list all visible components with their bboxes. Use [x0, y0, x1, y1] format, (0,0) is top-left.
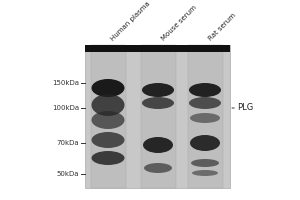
- Text: 70kDa: 70kDa: [56, 140, 79, 146]
- Ellipse shape: [92, 79, 124, 97]
- Bar: [140, 45, 176, 188]
- Ellipse shape: [92, 94, 124, 116]
- Ellipse shape: [190, 135, 220, 151]
- Ellipse shape: [190, 113, 220, 123]
- Text: 150kDa: 150kDa: [52, 80, 79, 86]
- Text: Mouse serum: Mouse serum: [160, 5, 197, 42]
- Bar: [188, 45, 223, 188]
- Ellipse shape: [92, 151, 124, 165]
- Ellipse shape: [189, 97, 221, 109]
- Ellipse shape: [92, 132, 124, 148]
- Text: PLG: PLG: [232, 104, 253, 112]
- Ellipse shape: [143, 137, 173, 153]
- Text: Human plasma: Human plasma: [110, 0, 152, 42]
- Ellipse shape: [142, 97, 174, 109]
- Ellipse shape: [144, 163, 172, 173]
- Ellipse shape: [192, 170, 218, 176]
- Ellipse shape: [191, 159, 219, 167]
- Ellipse shape: [189, 83, 221, 97]
- Bar: [91, 45, 125, 188]
- Ellipse shape: [142, 83, 174, 97]
- Text: Rat serum: Rat serum: [207, 12, 237, 42]
- Text: 100kDa: 100kDa: [52, 105, 79, 111]
- Bar: [85, 45, 230, 52]
- Ellipse shape: [92, 111, 124, 129]
- Text: 50kDa: 50kDa: [56, 171, 79, 177]
- Bar: [85, 45, 230, 188]
